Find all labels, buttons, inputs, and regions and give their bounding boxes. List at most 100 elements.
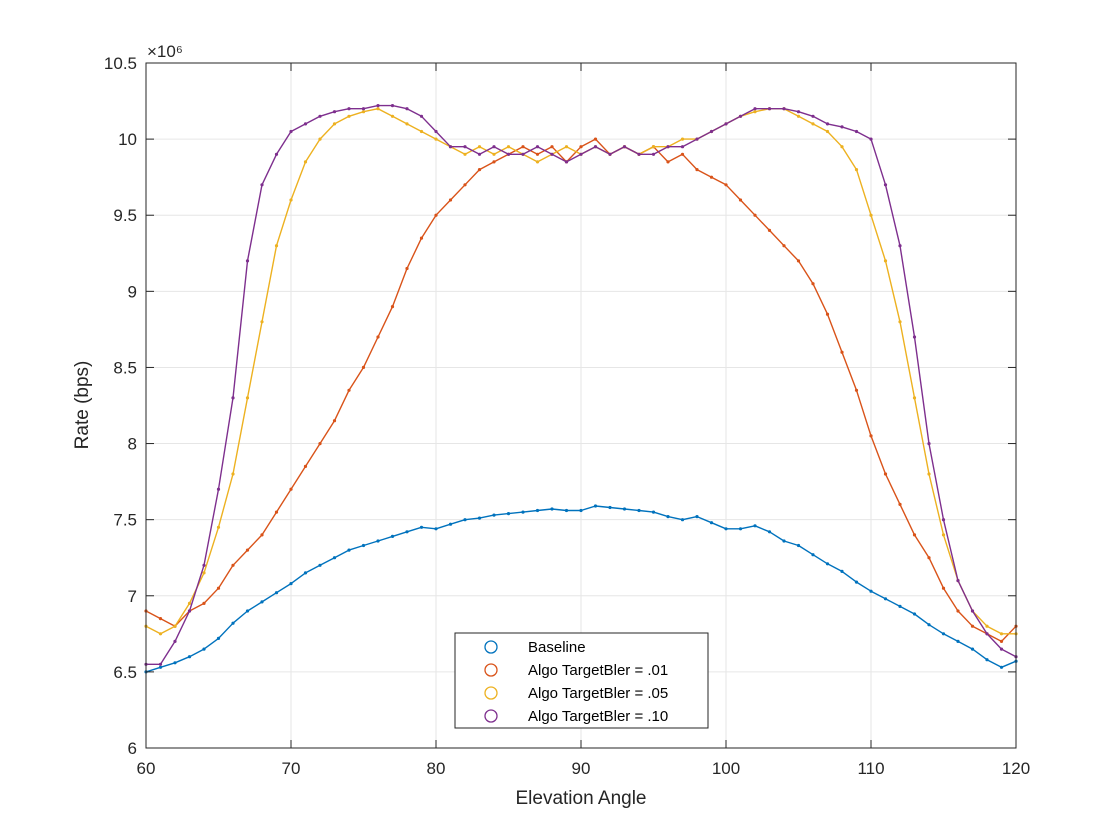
data-point (448, 198, 453, 202)
data-point (738, 527, 743, 531)
data-point (361, 110, 366, 114)
data-point (434, 213, 438, 217)
legend-entry: Algo TargetBler = .05 (528, 685, 668, 702)
data-point (347, 114, 351, 118)
data-point (216, 586, 221, 590)
y-tick-labels: 6 6.5 7 7.5 8 8.5 9 9.5 10 10.5 (104, 54, 137, 758)
data-point (535, 145, 540, 149)
data-point (811, 122, 815, 126)
y-exponent-label: ×10⁶ (147, 42, 183, 61)
data-point (245, 548, 250, 552)
data-point (564, 160, 569, 164)
data-point (158, 632, 163, 636)
data-point (622, 145, 627, 149)
data-point (521, 145, 525, 149)
data-point (564, 145, 569, 149)
data-point (289, 582, 293, 586)
data-point (840, 569, 844, 574)
y-tick-label: 7.5 (113, 511, 137, 530)
data-point (825, 122, 830, 126)
y-tick-label: 9 (128, 282, 137, 301)
data-point (883, 472, 888, 476)
data-point (332, 122, 337, 126)
data-point (535, 152, 540, 156)
data-point (622, 507, 627, 511)
y-tick-label: 8 (128, 435, 137, 454)
data-point (492, 152, 496, 156)
data-point (985, 632, 989, 636)
data-point (332, 419, 337, 423)
data-point (753, 110, 757, 114)
data-point (158, 617, 163, 621)
x-tick-label: 120 (1002, 759, 1030, 778)
data-point (941, 632, 946, 636)
data-point (680, 518, 685, 522)
data-point (593, 137, 598, 141)
data-point (738, 198, 743, 202)
y-tick-label: 9.5 (113, 206, 137, 225)
data-point (405, 122, 409, 126)
data-point (825, 129, 830, 134)
data-point (724, 527, 728, 531)
legend-entry: Algo TargetBler = .10 (528, 708, 668, 725)
data-point (274, 510, 279, 514)
data-point (231, 563, 235, 567)
data-point (912, 533, 917, 537)
data-point (173, 661, 177, 665)
data-point (245, 259, 250, 263)
data-point (941, 518, 946, 522)
data-point (724, 183, 728, 187)
data-point (912, 335, 917, 339)
data-point (970, 647, 975, 651)
data-point (245, 396, 250, 400)
data-point (463, 152, 467, 156)
data-point (680, 152, 685, 156)
legend: Baseline Algo TargetBler = .01 Algo Target… (454, 632, 709, 729)
data-point (956, 609, 960, 613)
data-point (883, 259, 888, 263)
data-point (608, 152, 612, 156)
data-point (927, 556, 931, 560)
data-point (347, 107, 351, 111)
data-point (492, 513, 496, 517)
data-point (550, 145, 554, 149)
data-point (376, 335, 380, 339)
data-point (173, 624, 177, 628)
data-point (738, 114, 743, 118)
data-point (898, 244, 902, 248)
data-point (419, 129, 424, 134)
data-point (361, 543, 366, 548)
data-point (651, 145, 656, 149)
legend-marker (484, 663, 498, 677)
legend-marker (484, 640, 498, 654)
data-point (390, 104, 395, 108)
data-point (318, 442, 322, 446)
legend-marker (484, 709, 498, 723)
data-point (927, 623, 931, 627)
data-point (869, 137, 873, 141)
data-point (579, 508, 583, 513)
data-point (216, 487, 221, 491)
data-point (477, 516, 482, 520)
data-point (811, 553, 815, 557)
data-point (579, 145, 583, 149)
data-point (985, 658, 989, 662)
data-point (651, 152, 656, 156)
data-point (709, 521, 714, 525)
y-tick-label: 10.5 (104, 54, 137, 73)
data-point (927, 442, 931, 446)
data-point (811, 282, 815, 286)
x-tick-label: 60 (137, 759, 156, 778)
data-point (593, 145, 598, 149)
data-point (202, 571, 206, 575)
data-point (463, 145, 467, 149)
data-point (912, 396, 917, 400)
data-point (405, 266, 409, 271)
data-point (579, 152, 583, 156)
data-point (956, 639, 960, 644)
legend-entry: Baseline (528, 639, 586, 656)
data-point (811, 114, 815, 118)
data-point (158, 662, 163, 666)
data-point (999, 665, 1004, 669)
